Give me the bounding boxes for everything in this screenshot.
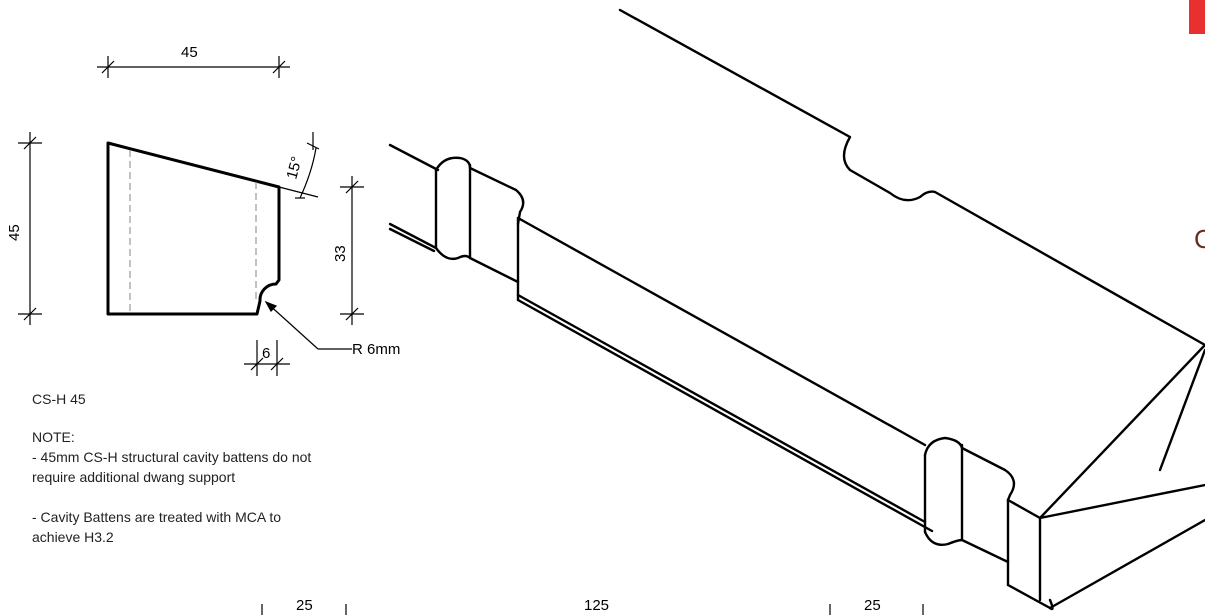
notes-heading: NOTE:	[32, 429, 75, 445]
radius-label: R 6mm	[352, 341, 400, 358]
product-code: CS-H 45	[32, 391, 86, 407]
right-batten-end	[923, 436, 1016, 502]
bottom-middle-dim-label: 125	[584, 597, 609, 614]
isometric-batten-view	[388, 8, 1205, 611]
notes-block: NOTE: - 45mm CS-H structural cavity batt…	[32, 427, 372, 547]
bottom-left-dim-label: 25	[296, 597, 313, 614]
notch-dimension	[244, 340, 290, 376]
right-height-dim-label: 33	[332, 245, 349, 262]
width-dim-label: 45	[181, 44, 198, 61]
radius-leader	[264, 300, 352, 350]
height-dim-label: 45	[6, 224, 23, 241]
back-edge	[618, 8, 1205, 347]
angle-dim-label: 15°	[283, 155, 305, 181]
angle-dimension	[278, 132, 320, 199]
note-line-2b: achieve H3.2	[32, 529, 114, 545]
batten-profile	[18, 56, 364, 376]
bottom-dimensions	[261, 604, 924, 615]
note-line-1a: - 45mm CS-H structural cavity battens do…	[32, 449, 312, 465]
note-line-2a: - Cavity Battens are treated with MCA to	[32, 509, 281, 525]
right-height-dimension	[340, 176, 364, 325]
left-batten-end	[434, 156, 525, 226]
edge-fragment-text: C	[1194, 224, 1205, 254]
note-line-1b: require additional dwang support	[32, 469, 236, 485]
red-accent-tab	[1189, 0, 1205, 34]
profile-outline	[106, 141, 281, 316]
width-dimension	[97, 56, 290, 78]
bottom-right-dim-label: 25	[864, 597, 881, 614]
height-dimension	[18, 132, 42, 325]
notch-dim-label: 6	[262, 345, 270, 362]
